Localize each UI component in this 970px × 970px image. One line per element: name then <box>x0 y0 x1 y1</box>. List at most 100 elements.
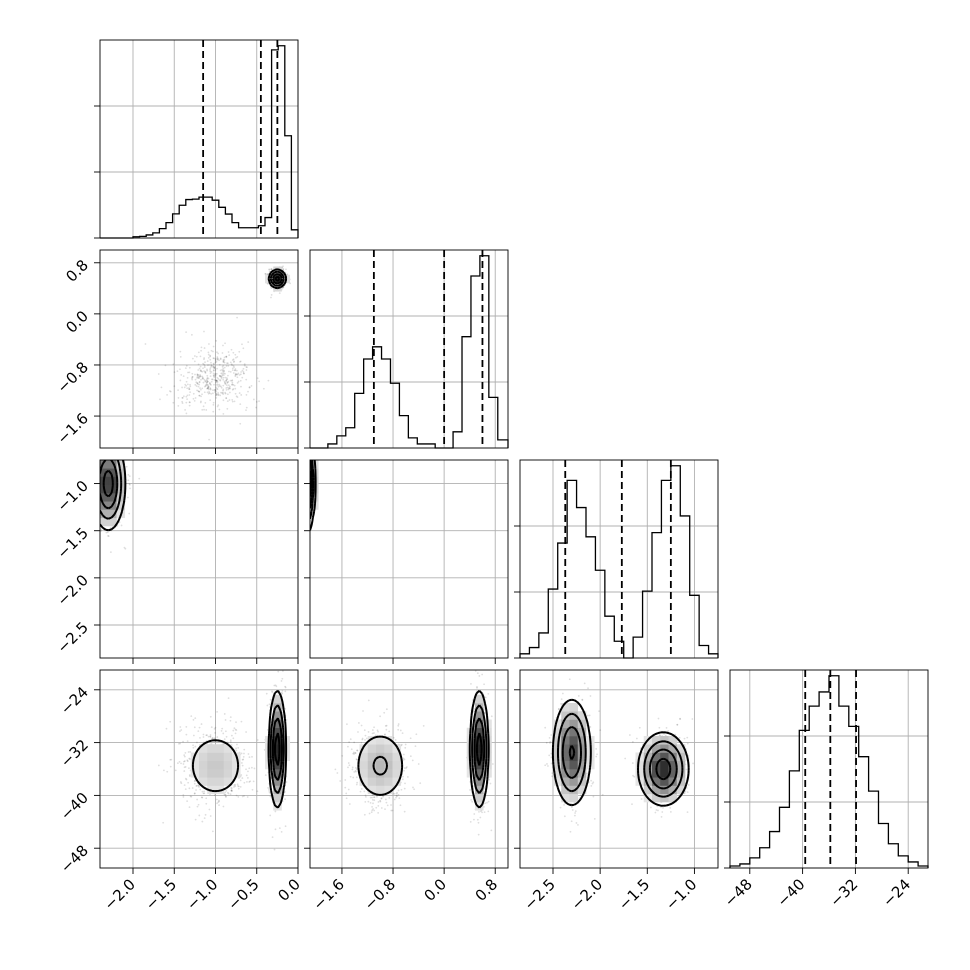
sample-point-3-0-1063 <box>213 794 216 797</box>
sample-point-2-0-686 <box>197 416 199 418</box>
sample-point-2-1-1018 <box>368 340 370 342</box>
sample-point-2-1-722 <box>296 453 298 455</box>
sample-point-2-0-458 <box>189 418 191 420</box>
sample-point-2-1-1037 <box>361 328 363 330</box>
sample-point-2-0-167 <box>185 420 187 422</box>
sample-point-2-0-280 <box>99 451 101 453</box>
sample-point-1-0-335 <box>227 380 230 383</box>
density-cell-3-0-13-10 <box>207 777 216 786</box>
sample-point-2-1-792 <box>303 452 305 454</box>
sample-point-1-0-426 <box>225 384 228 387</box>
sample-point-2-1-1077 <box>296 478 298 480</box>
sample-point-2-0-270 <box>175 409 177 411</box>
sample-point-1-0-446 <box>209 387 212 389</box>
scatter-panel-2-0: −2.5−2.0−1.5−1.0 <box>54 407 299 664</box>
sample-point-2-1-611 <box>366 344 368 346</box>
sample-point-2-1-745 <box>357 341 359 343</box>
sample-point-2-0-922 <box>193 411 195 413</box>
sample-point-1-0-394 <box>264 273 267 275</box>
sample-point-2-1-1072 <box>298 491 300 493</box>
sample-point-2-1-616 <box>357 346 359 348</box>
density-cell-2-0-0-22 <box>100 468 109 477</box>
sample-point-2-1-930 <box>289 499 291 501</box>
sample-point-2-1-884 <box>356 339 358 341</box>
sample-point-2-0-679 <box>178 412 180 414</box>
sample-point-2-0-791 <box>95 448 97 450</box>
sample-point-2-1-99 <box>347 327 349 329</box>
sample-point-3-0-757 <box>281 677 284 680</box>
sample-point-2-1-1088 <box>352 343 354 345</box>
sample-point-3-0-591 <box>284 686 287 689</box>
sample-point-3-0-190 <box>194 745 197 748</box>
sample-point-1-0-38 <box>205 378 208 381</box>
sample-point-2-1-654 <box>355 351 357 353</box>
sample-point-2-1-766 <box>357 338 359 340</box>
sample-point-2-1-858 <box>295 492 297 494</box>
sample-point-2-1-725 <box>368 360 370 362</box>
sample-point-1-0-316 <box>209 399 212 401</box>
sample-point-3-1-144 <box>355 758 358 761</box>
sample-point-1-0-732 <box>217 385 220 388</box>
sample-point-3-0-430 <box>268 703 271 706</box>
sample-point-2-1-705 <box>293 439 295 441</box>
sample-point-2-1-112 <box>371 332 373 334</box>
sample-point-2-1-1024 <box>299 438 301 440</box>
sample-point-2-0-39 <box>176 410 178 412</box>
sample-point-2-0-706 <box>187 414 189 416</box>
sample-point-2-1-463 <box>293 475 295 477</box>
sample-point-1-0-779 <box>193 355 196 357</box>
sample-point-3-1-203 <box>376 796 378 798</box>
sample-point-3-0-252 <box>187 751 190 753</box>
sample-point-1-0-472 <box>181 396 184 399</box>
sample-point-2-1-910 <box>362 329 364 331</box>
sample-point-1-0-188 <box>221 368 224 371</box>
sample-point-2-1-643 <box>302 462 304 464</box>
sample-point-3-0-878 <box>226 791 229 794</box>
sample-point-1-0-337 <box>207 387 209 390</box>
sample-point-2-0-672 <box>184 414 186 416</box>
scatter-frame-3-0 <box>99 669 299 869</box>
sample-point-2-0-695 <box>180 408 182 410</box>
sample-point-2-1-353 <box>362 331 364 333</box>
sample-point-1-0-143 <box>270 296 272 299</box>
sample-point-1-0-206 <box>196 374 199 377</box>
sample-point-1-0-418 <box>231 369 234 372</box>
sample-point-2-1-1066 <box>366 338 368 340</box>
sample-point-1-0-351 <box>241 343 243 346</box>
sample-point-2-1-397 <box>343 339 345 341</box>
sample-point-2-0-487 <box>102 443 104 445</box>
sample-point-3-0-126 <box>198 726 201 729</box>
sample-point-2-1-111 <box>353 338 355 340</box>
sample-point-2-1-828 <box>349 342 351 344</box>
sample-point-3-1-326 <box>371 805 373 808</box>
sample-point-3-0-812 <box>216 710 218 713</box>
sample-point-2-1-331 <box>304 479 306 481</box>
sample-point-2-1-415 <box>350 329 352 331</box>
sample-point-2-1-431 <box>364 338 366 340</box>
sample-point-3-0-1094 <box>196 784 198 787</box>
sample-point-2-1-883 <box>305 488 307 490</box>
sample-point-2-0-190 <box>191 417 193 419</box>
sample-point-2-0-783 <box>111 442 113 444</box>
sample-point-2-0-474 <box>95 467 97 469</box>
sample-point-2-1-1017 <box>366 329 368 331</box>
sample-point-1-0-32 <box>185 331 188 333</box>
contour-3-0-0 <box>191 689 288 809</box>
sample-point-3-0-660 <box>264 774 267 777</box>
sample-point-2-1-341 <box>302 487 304 489</box>
sample-point-2-1-439 <box>292 486 294 488</box>
sample-point-2-0-507 <box>192 409 194 411</box>
sample-point-1-0-144 <box>211 392 214 395</box>
sample-point-1-0-453 <box>268 270 271 273</box>
sample-point-2-1-760 <box>294 516 296 518</box>
sample-point-2-1-574 <box>294 502 296 504</box>
sample-point-2-0-898 <box>185 407 187 409</box>
density-cell-3-0-12-11 <box>199 769 208 778</box>
sample-point-1-0-200 <box>196 373 199 376</box>
sample-point-3-0-558 <box>188 774 191 776</box>
contour-3-0-1 <box>269 704 285 794</box>
sample-point-1-0-871 <box>235 395 238 398</box>
sample-point-1-0-249 <box>199 375 202 378</box>
sample-point-2-0-411 <box>97 504 99 506</box>
sample-point-2-0-902 <box>163 412 165 414</box>
